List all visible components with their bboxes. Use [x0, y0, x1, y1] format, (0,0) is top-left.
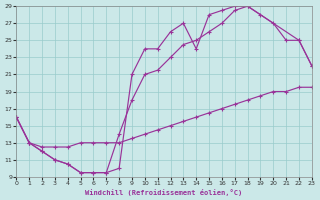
- X-axis label: Windchill (Refroidissement éolien,°C): Windchill (Refroidissement éolien,°C): [85, 189, 243, 196]
